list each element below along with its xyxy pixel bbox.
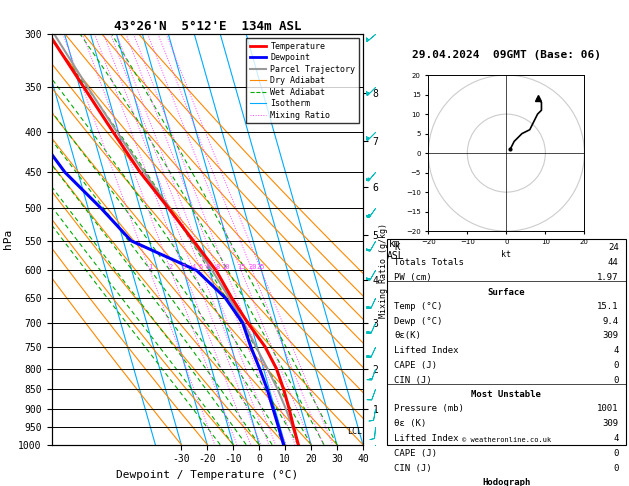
- Text: Mixing Ratio (g/kg): Mixing Ratio (g/kg): [379, 223, 388, 318]
- Text: 1.97: 1.97: [597, 273, 619, 282]
- Text: 3: 3: [182, 264, 186, 270]
- Text: 15.1: 15.1: [597, 302, 619, 311]
- Text: Dewp (°C): Dewp (°C): [394, 316, 442, 326]
- Text: 8: 8: [216, 264, 220, 270]
- Text: 4: 4: [191, 264, 196, 270]
- Text: 0: 0: [613, 361, 619, 370]
- Text: 1001: 1001: [597, 404, 619, 414]
- Text: 0: 0: [613, 449, 619, 458]
- Title: 43°26'N  5°12'E  134m ASL: 43°26'N 5°12'E 134m ASL: [113, 20, 301, 33]
- Text: Lifted Index: Lifted Index: [394, 434, 459, 443]
- Text: Totals Totals: Totals Totals: [394, 258, 464, 267]
- Text: 309: 309: [603, 419, 619, 428]
- X-axis label: Dewpoint / Temperature (°C): Dewpoint / Temperature (°C): [116, 470, 298, 480]
- X-axis label: kt: kt: [501, 250, 511, 260]
- Text: 20: 20: [248, 264, 257, 270]
- Text: Pressure (mb): Pressure (mb): [394, 404, 464, 414]
- Text: θε(K): θε(K): [394, 331, 421, 340]
- Text: 24: 24: [608, 243, 619, 252]
- Text: Most Unstable: Most Unstable: [471, 390, 542, 399]
- Text: 10: 10: [221, 264, 230, 270]
- Text: 0: 0: [613, 464, 619, 472]
- Text: CIN (J): CIN (J): [394, 464, 431, 472]
- Text: 4: 4: [613, 346, 619, 355]
- Text: Lifted Index: Lifted Index: [394, 346, 459, 355]
- Text: 309: 309: [603, 331, 619, 340]
- Text: 44: 44: [608, 258, 619, 267]
- Legend: Temperature, Dewpoint, Parcel Trajectory, Dry Adiabat, Wet Adiabat, Isotherm, Mi: Temperature, Dewpoint, Parcel Trajectory…: [247, 38, 359, 123]
- Y-axis label: hPa: hPa: [3, 229, 13, 249]
- Text: CAPE (J): CAPE (J): [394, 361, 437, 370]
- Text: 25: 25: [257, 264, 265, 270]
- Y-axis label: km
ASL: km ASL: [386, 240, 404, 261]
- Text: 9.4: 9.4: [603, 316, 619, 326]
- Text: 4: 4: [613, 434, 619, 443]
- Text: θε (K): θε (K): [394, 419, 426, 428]
- Text: PW (cm): PW (cm): [394, 273, 431, 282]
- Text: Hodograph: Hodograph: [482, 478, 530, 486]
- Text: 15: 15: [237, 264, 245, 270]
- Text: 0: 0: [613, 376, 619, 385]
- Text: 2: 2: [169, 264, 173, 270]
- Text: CIN (J): CIN (J): [394, 376, 431, 385]
- Text: 5: 5: [199, 264, 203, 270]
- Text: © weatheronline.co.uk: © weatheronline.co.uk: [462, 436, 551, 443]
- Text: 1: 1: [148, 264, 152, 270]
- Text: LCL: LCL: [347, 427, 362, 436]
- Text: CAPE (J): CAPE (J): [394, 449, 437, 458]
- Text: Temp (°C): Temp (°C): [394, 302, 442, 311]
- Text: Surface: Surface: [487, 288, 525, 297]
- Text: 6: 6: [205, 264, 209, 270]
- Text: K: K: [394, 243, 399, 252]
- Text: 29.04.2024  09GMT (Base: 06): 29.04.2024 09GMT (Base: 06): [412, 50, 601, 60]
